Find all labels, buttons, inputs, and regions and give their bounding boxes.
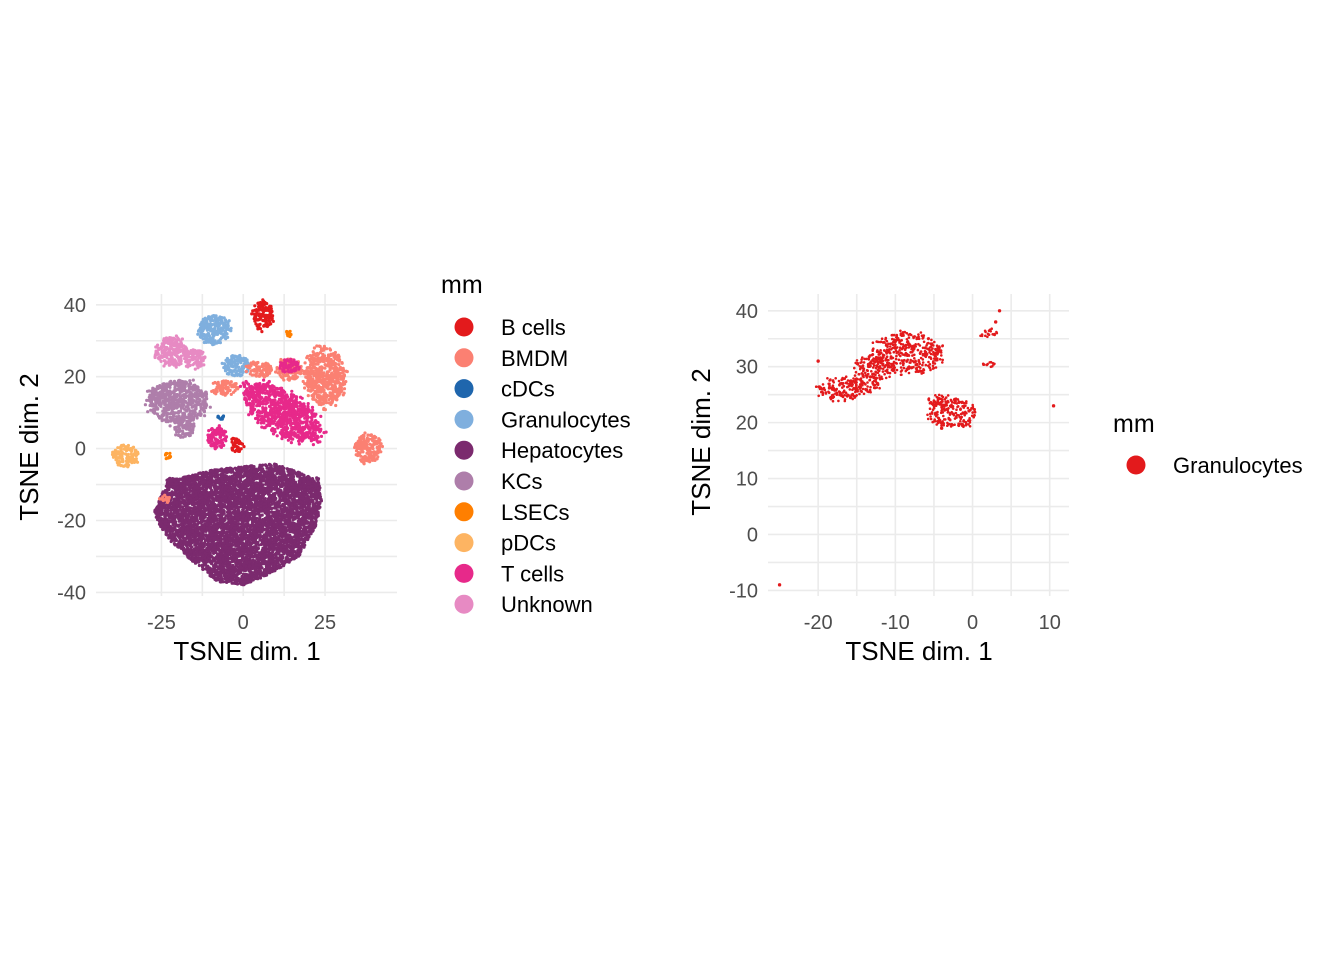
left-scatter-points bbox=[110, 298, 384, 587]
data-point bbox=[199, 540, 203, 544]
data-point bbox=[309, 524, 313, 528]
data-point bbox=[220, 467, 224, 471]
data-point bbox=[178, 503, 182, 507]
data-point bbox=[314, 516, 318, 520]
data-point bbox=[307, 511, 311, 515]
data-point bbox=[191, 502, 195, 506]
data-point bbox=[252, 523, 256, 528]
data-point bbox=[214, 569, 219, 573]
data-point bbox=[222, 537, 226, 541]
data-point bbox=[156, 517, 160, 521]
data-point bbox=[225, 477, 229, 481]
left-grid bbox=[96, 294, 397, 596]
data-point bbox=[227, 496, 231, 500]
data-point bbox=[212, 565, 216, 569]
data-point bbox=[252, 574, 256, 578]
data-point bbox=[260, 494, 264, 498]
data-point bbox=[258, 497, 262, 501]
data-point bbox=[171, 523, 175, 527]
data-point bbox=[192, 521, 196, 525]
data-point bbox=[291, 518, 295, 522]
data-point bbox=[180, 523, 184, 527]
data-point bbox=[200, 509, 204, 513]
data-point bbox=[256, 527, 260, 531]
data-point bbox=[259, 491, 263, 495]
data-point bbox=[251, 516, 255, 520]
cluster-hepatocytes bbox=[153, 462, 323, 587]
data-point bbox=[253, 550, 257, 554]
data-point bbox=[293, 535, 297, 539]
data-point bbox=[226, 513, 230, 517]
data-point bbox=[208, 522, 212, 526]
data-point bbox=[213, 522, 217, 526]
data-point bbox=[274, 511, 278, 515]
data-point bbox=[191, 559, 195, 563]
data-point bbox=[254, 542, 258, 546]
data-point bbox=[312, 524, 316, 528]
data-point bbox=[310, 493, 314, 497]
data-point bbox=[250, 567, 254, 571]
data-point bbox=[234, 526, 238, 530]
data-point bbox=[273, 562, 277, 566]
data-point bbox=[288, 535, 292, 539]
data-point bbox=[218, 540, 223, 545]
data-point bbox=[242, 465, 247, 469]
data-point bbox=[197, 483, 202, 487]
data-point bbox=[271, 550, 275, 554]
data-point bbox=[231, 515, 235, 519]
data-point bbox=[216, 513, 221, 517]
data-point bbox=[271, 474, 275, 478]
data-point bbox=[306, 482, 310, 486]
data-point bbox=[260, 539, 264, 543]
data-point bbox=[310, 521, 314, 525]
data-point bbox=[196, 522, 200, 526]
data-point bbox=[265, 466, 269, 470]
data-point bbox=[238, 571, 243, 575]
data-point bbox=[280, 553, 284, 557]
data-point bbox=[181, 500, 186, 504]
data-point bbox=[271, 546, 275, 551]
data-point bbox=[191, 556, 195, 560]
data-point bbox=[232, 538, 236, 543]
data-point bbox=[201, 544, 205, 548]
data-point bbox=[286, 502, 290, 506]
data-point bbox=[203, 480, 207, 484]
data-point bbox=[312, 503, 316, 507]
data-point bbox=[197, 563, 201, 568]
data-point bbox=[201, 567, 205, 571]
data-point bbox=[289, 486, 293, 490]
data-point bbox=[232, 559, 237, 563]
data-point bbox=[316, 479, 320, 483]
data-point bbox=[230, 581, 234, 585]
data-point bbox=[202, 490, 206, 495]
data-point bbox=[267, 507, 271, 511]
data-point bbox=[250, 464, 254, 468]
data-point bbox=[248, 564, 252, 568]
data-point bbox=[184, 537, 188, 541]
data-point bbox=[267, 462, 271, 466]
data-point bbox=[204, 488, 208, 492]
data-point bbox=[221, 544, 225, 548]
data-point bbox=[264, 488, 268, 492]
data-point bbox=[261, 463, 265, 467]
data-point bbox=[302, 505, 306, 509]
